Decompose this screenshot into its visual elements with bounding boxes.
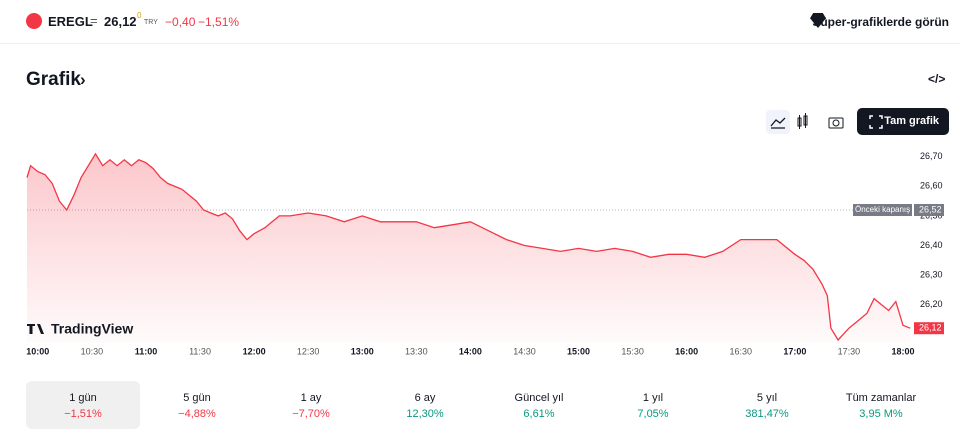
period-label: 5 yıl xyxy=(756,392,778,404)
period-label: 1 gün xyxy=(69,392,97,404)
header: EREGL = 26,12 0 TRY −0,40 −1,51% Süper-g… xyxy=(0,0,960,44)
x-tick-label: 14:30 xyxy=(513,346,536,356)
x-tick-label: 17:30 xyxy=(838,346,861,356)
line-chart-button[interactable] xyxy=(766,110,790,134)
x-tick-label: 11:00 xyxy=(135,346,158,356)
period-change: 381,47% xyxy=(745,408,789,420)
period-tab[interactable]: 5 gün −4,88% xyxy=(140,381,254,429)
period-change: 7,05% xyxy=(637,408,669,420)
section-title[interactable]: Grafik xyxy=(26,69,81,90)
period-change: −1,51% xyxy=(64,408,102,420)
x-tick-label: 15:00 xyxy=(567,346,590,356)
previous-close-value-tag xyxy=(914,204,944,217)
period-tab[interactable]: 1 ay −7,70% xyxy=(254,381,368,429)
x-tick-label: 10:00 xyxy=(26,346,49,356)
last-price-label: 26,12 xyxy=(919,323,942,333)
last-price-tag xyxy=(914,322,944,335)
currency: TRY xyxy=(144,19,158,26)
x-tick-label: 13:30 xyxy=(405,346,428,356)
y-tick-label: 26,60 xyxy=(920,181,943,191)
watermark: TradingView xyxy=(51,321,133,337)
period-label: 1 yıl xyxy=(642,392,664,404)
period-label: Tüm zamanlar xyxy=(845,392,917,404)
x-tick-label: 10:30 xyxy=(81,346,104,356)
snapshot-button[interactable] xyxy=(824,110,848,134)
price-fraction: 0 xyxy=(137,11,142,20)
x-tick-label: 14:00 xyxy=(459,346,482,356)
change: −0,40 xyxy=(165,15,196,29)
price: 26,12 xyxy=(104,14,137,29)
period-tabs: 1 gün −1,51% 5 gün −4,88% 1 ay −7,70% 6 ay 12,3… xyxy=(26,381,938,429)
candle-chart-button[interactable] xyxy=(790,110,814,134)
cta-link[interactable]: Süper-grafiklerde görün xyxy=(812,15,949,29)
watermark-logo xyxy=(27,324,44,334)
chart: TradingView26,7026,6026,5026,4026,3026,2… xyxy=(26,151,944,356)
previous-close-value: 26,52 xyxy=(919,204,942,214)
period-tab[interactable]: 6 ay 12,30% xyxy=(368,381,482,429)
period-label: 5 gün xyxy=(183,392,211,404)
symbol[interactable]: EREGL xyxy=(48,14,93,29)
x-tick-label: 16:00 xyxy=(675,346,698,356)
period-label: Güncel yıl xyxy=(514,392,564,404)
period-change: 12,30% xyxy=(406,408,444,420)
period-tab[interactable]: 5 yıl 381,47% xyxy=(710,381,824,429)
previous-close-label: Önceki kapanış xyxy=(855,205,910,214)
price-line xyxy=(26,152,911,342)
x-tick-label: 12:30 xyxy=(297,346,320,356)
y-tick-label: 26,40 xyxy=(920,240,943,250)
previous-close-tag xyxy=(853,204,912,217)
y-tick-label: 26,30 xyxy=(920,269,943,279)
symbol-logo xyxy=(26,13,42,29)
period-label: 6 ay xyxy=(414,392,436,404)
period-change: −4,88% xyxy=(178,408,216,420)
x-tick-label: 16:30 xyxy=(730,346,753,356)
x-tick-label: 17:00 xyxy=(783,346,806,356)
x-tick-label: 11:30 xyxy=(189,346,211,356)
full-chart-label: Tam grafik xyxy=(884,115,939,127)
x-tick-label: 18:00 xyxy=(891,346,914,356)
period-tab[interactable]: 1 gün −1,51% xyxy=(26,381,140,429)
period-change: 3,95 M% xyxy=(859,408,903,420)
area xyxy=(27,153,911,343)
period-tab[interactable]: Güncel yıl 6,61% xyxy=(482,381,596,429)
period-tab[interactable]: Tüm zamanlar 3,95 M% xyxy=(824,381,938,429)
period-tab[interactable]: 1 yıl 7,05% xyxy=(596,381,710,429)
x-tick-label: 12:00 xyxy=(243,346,266,356)
period-change: 6,61% xyxy=(523,408,555,420)
separator: = xyxy=(90,13,98,28)
period-label: 1 ay xyxy=(300,392,322,404)
embed-button[interactable]: </> xyxy=(928,72,946,86)
period-change: −7,70% xyxy=(292,408,330,420)
x-tick-label: 13:00 xyxy=(351,346,374,356)
y-tick-label: 26,70 xyxy=(920,151,943,161)
full-chart-button[interactable]: Tam grafik xyxy=(857,108,949,135)
y-tick-label: 26,20 xyxy=(920,299,943,309)
x-tick-label: 15:30 xyxy=(621,346,644,356)
change-percent: −1,51% xyxy=(198,15,240,29)
chevron: › xyxy=(80,70,86,89)
